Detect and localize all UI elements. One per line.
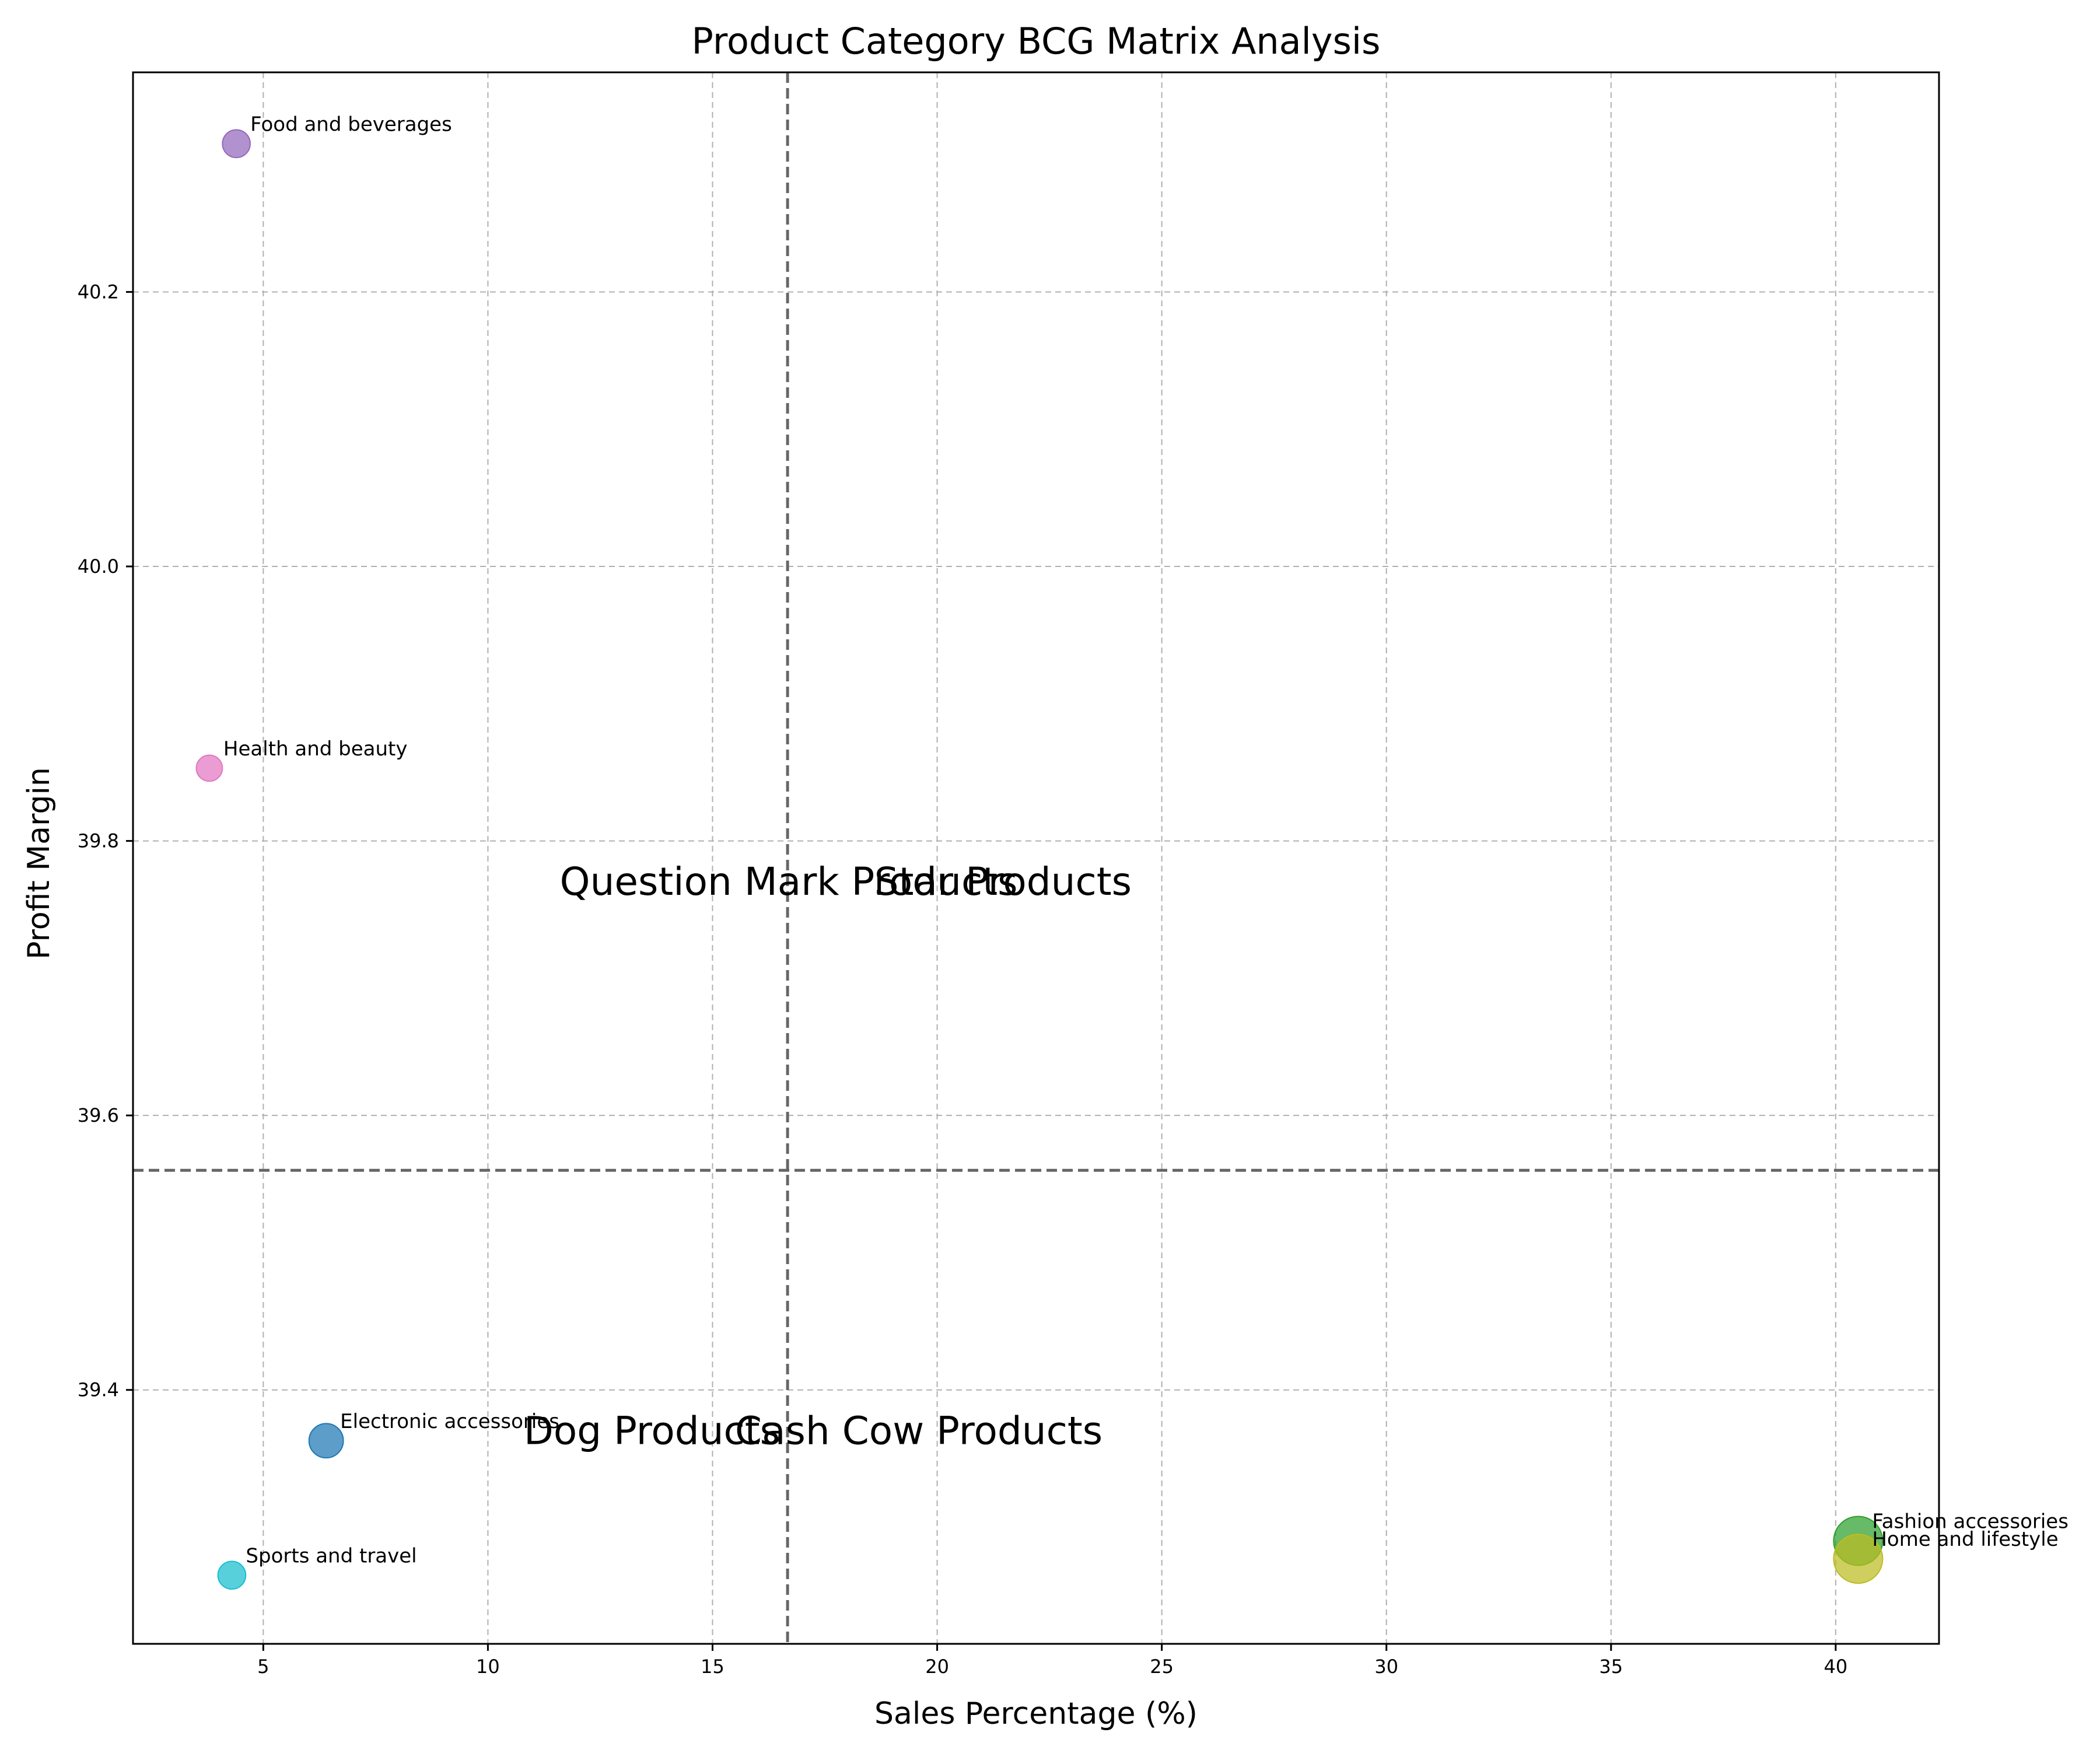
point-label-4: Fashion accessories bbox=[1872, 1510, 2068, 1534]
x-axis-label: Sales Percentage (%) bbox=[874, 1696, 1198, 1731]
plot-area-frame bbox=[132, 71, 1940, 1645]
data-point-2 bbox=[308, 1423, 344, 1459]
y-tick-label-2: 39.8 bbox=[78, 830, 119, 852]
x-tick-label-1: 10 bbox=[476, 1656, 500, 1678]
x-tick-label-6: 35 bbox=[1599, 1656, 1623, 1678]
data-point-5 bbox=[1833, 1534, 1884, 1584]
x-tick-label-7: 40 bbox=[1824, 1656, 1848, 1678]
x-tick-label-5: 30 bbox=[1374, 1656, 1398, 1678]
quadrant-label-1: Star Products bbox=[874, 859, 1132, 904]
data-point-0 bbox=[222, 129, 251, 159]
y-axis-ticks: 39.4 39.6 39.8 40.0 40.2 bbox=[78, 281, 133, 1401]
x-tick-label-3: 20 bbox=[925, 1656, 949, 1678]
quadrant-label-3: Cash Cow Products bbox=[735, 1408, 1102, 1453]
quadrant-label-2: Dog Products bbox=[524, 1408, 780, 1453]
y-axis-label: Profit Margin bbox=[22, 767, 57, 960]
x-axis-ticks: 5 10 15 20 25 30 35 40 bbox=[257, 1644, 1847, 1678]
quadrant-label-0: Question Mark Products bbox=[560, 859, 1018, 904]
point-label-2: Electronic accessories bbox=[340, 1410, 559, 1433]
grid-lines bbox=[133, 72, 1939, 1644]
reference-lines bbox=[133, 72, 1939, 1644]
point-label-3: Sports and travel bbox=[246, 1544, 416, 1567]
point-label-5: Home and lifestyle bbox=[1872, 1528, 2058, 1551]
x-tick-label-4: 25 bbox=[1150, 1656, 1174, 1678]
data-points bbox=[195, 129, 1884, 1590]
x-tick-label-0: 5 bbox=[257, 1656, 269, 1678]
chart-title: Product Category BCG Matrix Analysis bbox=[692, 20, 1381, 62]
data-point-1 bbox=[195, 754, 223, 782]
y-tick-label-3: 40.0 bbox=[78, 555, 119, 578]
y-tick-label-1: 39.6 bbox=[78, 1104, 119, 1126]
point-label-1: Health and beauty bbox=[223, 737, 408, 761]
x-tick-label-2: 15 bbox=[701, 1656, 724, 1678]
y-tick-label-4: 40.2 bbox=[78, 281, 119, 303]
point-label-0: Food and beverages bbox=[250, 113, 452, 136]
data-point-3 bbox=[217, 1560, 247, 1590]
y-tick-label-0: 39.4 bbox=[78, 1379, 119, 1401]
point-labels: Food and beverages Health and beauty Elect… bbox=[223, 113, 2068, 1567]
